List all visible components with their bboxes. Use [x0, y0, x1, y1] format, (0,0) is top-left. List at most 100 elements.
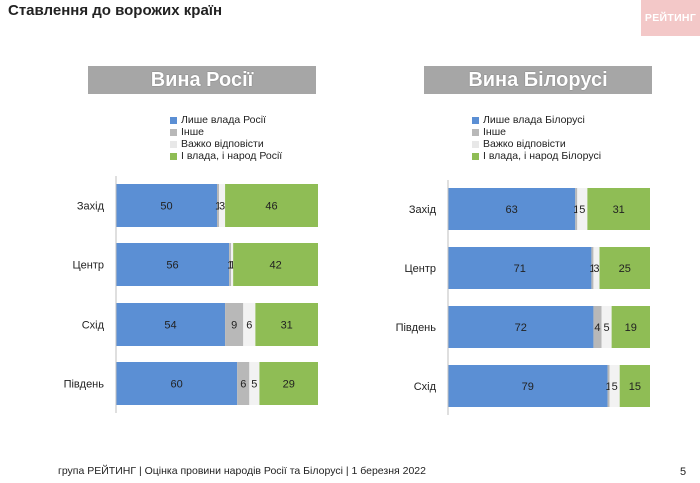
legend-item-other: Інше — [472, 126, 601, 138]
bar-segment-government-and-people — [255, 303, 318, 346]
legend-label: Інше — [483, 126, 506, 138]
bar-segment-other — [607, 365, 610, 407]
legend-swatch-blue — [472, 116, 479, 124]
legend-label: Лише влада Росії — [181, 114, 267, 126]
bar-segment-hard-to-answer — [609, 365, 620, 407]
chart-belarus-legend: Лише влада Білорусі Інше Важко відповіст… — [472, 114, 601, 162]
legend-item-other: Інше — [170, 126, 282, 138]
footer-caption: група РЕЙТИНГ | Оцінка провини народів Р… — [58, 465, 426, 477]
data-label: 15 — [629, 381, 641, 393]
bar-segment-only-government — [448, 188, 576, 230]
data-label: 42 — [269, 260, 281, 272]
bar-segment-only-government — [116, 184, 217, 227]
legend-item-hard-to-answer: Важко відповісти — [170, 138, 282, 150]
data-label: 71 — [514, 263, 526, 275]
data-label: 29 — [283, 379, 295, 391]
bar-segment-hard-to-answer — [601, 306, 612, 348]
legend-label: І влада, і народ Білорусі — [483, 150, 602, 162]
bar-segment-only-government — [116, 362, 238, 405]
legend-label: І влада, і народ Росії — [181, 150, 283, 162]
data-label: 50 — [160, 201, 172, 213]
bar-segment-government-and-people — [587, 188, 650, 230]
bar-segment-only-government — [448, 247, 592, 289]
chart-russia-legend: Лише влада Росії Інше Важко відповісти І… — [170, 114, 282, 162]
data-label: 54 — [164, 320, 176, 332]
category-label: Захід — [77, 201, 105, 213]
category-label: Схід — [82, 320, 105, 332]
bar-segment-other — [591, 247, 594, 289]
legend-swatch-green — [472, 152, 479, 160]
bar-segment-other — [575, 188, 578, 230]
data-label: 5 — [612, 381, 618, 393]
data-label: 46 — [265, 201, 277, 213]
category-label: Південь — [396, 322, 437, 334]
brand-logo-text: РЕЙТИНГ — [644, 12, 697, 24]
category-label: Центр — [73, 260, 105, 272]
legend-swatch-light — [472, 140, 479, 148]
bar-segment-only-government — [448, 306, 594, 348]
data-label: 5 — [604, 322, 610, 334]
data-label: 5 — [579, 204, 585, 216]
bar-segment-hard-to-answer — [231, 243, 234, 286]
legend-swatch-light — [170, 140, 177, 148]
data-label: 19 — [625, 322, 637, 334]
legend-swatch-blue — [170, 116, 177, 124]
page-number: 5 — [680, 466, 687, 478]
bar-segment-only-government — [116, 243, 230, 286]
bar-segment-government-and-people — [619, 365, 650, 407]
bar-segment-government-and-people — [233, 243, 318, 286]
data-label: 63 — [506, 204, 518, 216]
data-label: 4 — [594, 322, 600, 334]
data-label: 1 — [215, 201, 221, 213]
data-label: 5 — [251, 379, 257, 391]
bar-segment-government-and-people — [225, 184, 318, 227]
data-label: 1 — [229, 260, 235, 272]
category-label: Захід — [409, 204, 437, 216]
bar-segment-other — [237, 362, 250, 405]
data-label: 31 — [281, 320, 293, 332]
bar-segment-other — [217, 184, 220, 227]
bar-segment-hard-to-answer — [249, 362, 260, 405]
category-label: Південь — [64, 379, 105, 391]
bar-segment-other — [225, 303, 244, 346]
legend-label: Лише влада Білорусі — [483, 114, 585, 126]
data-label: 79 — [522, 381, 534, 393]
chart-belarus-title: Вина Білорусі — [424, 66, 652, 94]
bar-segment-government-and-people — [611, 306, 650, 348]
legend-swatch-gray — [472, 128, 479, 136]
chart-russia-title-text: Вина Росії — [150, 68, 254, 91]
page-title: Ставлення до ворожих країн — [8, 2, 223, 19]
data-label: 1 — [606, 381, 612, 393]
bar-segment-government-and-people — [599, 247, 650, 289]
data-label: 72 — [515, 322, 527, 334]
legend-label: Важко відповісти — [483, 138, 566, 150]
bar-segment-hard-to-answer — [243, 303, 256, 346]
legend-swatch-green — [170, 152, 177, 160]
data-label: 3 — [219, 201, 225, 213]
chart-belarus-title-text: Вина Білорусі — [468, 68, 608, 91]
bar-segment-other — [229, 243, 232, 286]
category-label: Центр — [405, 263, 437, 275]
bar-segment-hard-to-answer — [219, 184, 226, 227]
data-label: 6 — [246, 320, 252, 332]
legend-item-government-and-people: І влада, і народ Росії — [170, 150, 282, 162]
data-label: 1 — [573, 204, 579, 216]
bar-segment-other — [593, 306, 602, 348]
legend-item-only-government: Лише влада Білорусі — [472, 114, 601, 126]
bar-segment-hard-to-answer — [577, 188, 588, 230]
data-label: 9 — [231, 320, 237, 332]
data-label: 56 — [166, 260, 178, 272]
chart-russia-title: Вина Росії — [88, 66, 316, 94]
data-label: 31 — [613, 204, 625, 216]
legend-label: Інше — [181, 126, 204, 138]
bar-segment-government-and-people — [259, 362, 318, 405]
data-label: 6 — [240, 379, 246, 391]
data-label: 60 — [170, 379, 182, 391]
category-label: Схід — [414, 381, 437, 393]
brand-logo: РЕЙТИНГ — [641, 0, 700, 36]
data-label: 1 — [227, 260, 233, 272]
legend-item-government-and-people: І влада, і народ Білорусі — [472, 150, 601, 162]
